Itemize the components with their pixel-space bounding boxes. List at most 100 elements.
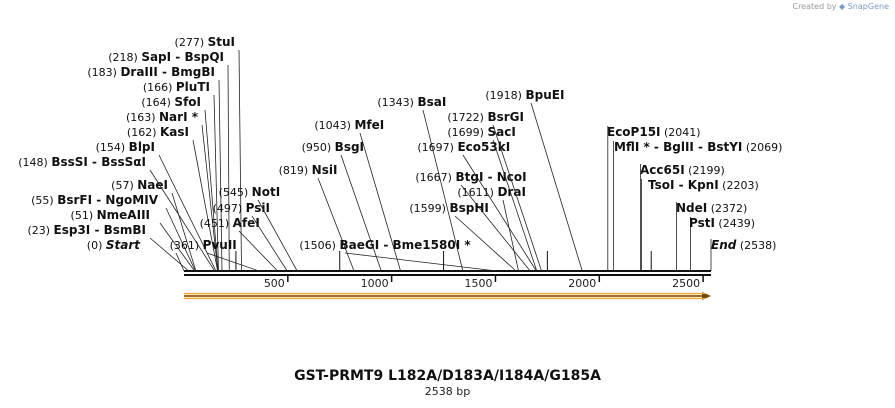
site-label-pvuii[interactable]: (361) PvuII [170,238,237,252]
site-label-psti[interactable]: PstI (2439) [689,216,755,230]
site-position: (2041) [661,126,701,139]
site-label-nsii[interactable]: (819) NsiI [279,163,338,177]
site-position: (1667) [415,171,455,184]
site-position: (2538) [736,239,776,252]
site-position: (162) [127,126,160,139]
site-position: (154) [96,141,129,154]
site-label-naei[interactable]: (57) NaeI [111,178,168,192]
site-label-sfoi[interactable]: (164) SfoI [141,95,201,109]
site-position: (1918) [485,89,525,102]
site-label-bsphi[interactable]: (1599) BspHI [409,201,488,215]
site-position: (451) [200,217,233,230]
site-label-end[interactable]: End (2538) [711,238,776,252]
site-position: (1343) [377,96,417,109]
site-position: (2439) [715,217,755,230]
site-leader-blpi [158,154,217,272]
site-label-blpi[interactable]: (154) BlpI [96,140,155,154]
site-position: (1599) [409,202,449,215]
credit-prefix: Created by [792,2,837,11]
site-label-start[interactable]: (0) Start [87,238,141,252]
site-label-bsrfi[interactable]: (55) BsrFI - NgoMIV [31,193,159,207]
site-enzyme-name: NmeAIII [97,208,150,222]
site-label-noti[interactable]: (545) NotI [219,185,281,199]
site-enzyme-name: PsiI [246,201,270,215]
site-enzyme-name: BtgI - NcoI [455,170,526,184]
site-label-drai[interactable]: (1611) DraI [457,185,526,199]
site-enzyme-name: PvuII [203,238,237,252]
site-position: (361) [170,239,203,252]
site-leader-sfoi [204,109,219,272]
site-position: (148) [18,156,51,169]
site-label-afei[interactable]: (451) AfeI [200,216,260,230]
ruler-label: 500 [264,277,285,290]
ruler-label: 1000 [361,277,389,290]
site-enzyme-name: AfeI [233,216,260,230]
site-enzyme-name: MfeI [354,118,384,132]
site-leader-psii [251,215,288,272]
site-label-mfli[interactable]: MflI * - BglII - BstYI (2069) [614,140,782,154]
site-leader-bsphi [454,215,517,272]
site-label-mfei[interactable]: (1043) MfeI [314,118,384,132]
site-enzyme-name: DraI [497,185,525,199]
site-leader-mfei [359,132,401,272]
site-label-nmeaiii[interactable]: (51) NmeAIII [71,208,150,222]
site-label-eco53ki[interactable]: (1697) Eco53kI [417,140,510,154]
site-position: (950) [302,141,335,154]
site-position: (497) [213,202,246,215]
site-enzyme-name: KasI [160,125,189,139]
site-position: (1697) [417,141,457,154]
site-leader-btgi [460,184,531,272]
site-leader-baegi [344,252,497,272]
site-leader-start [175,252,185,272]
site-leader-bsrgi [492,124,542,272]
site-enzyme-name: Start [106,238,141,252]
site-label-bpuei[interactable]: (1918) BpuEI [485,88,564,102]
site-leader-bpuei [530,102,583,272]
site-leader-afei [238,230,278,272]
site-label-kasi[interactable]: (162) KasI [127,125,189,139]
site-enzyme-name: BspHI [449,201,488,215]
site-enzyme-name: BpuEI [525,88,564,102]
site-leader-bsrfi [165,207,196,272]
site-label-baegi[interactable]: (1506) BaeGI - Bme1580I * [299,238,471,252]
site-label-draiii[interactable]: (183) DraIII - BmgBI [87,65,215,79]
site-label-acc65i[interactable]: Acc65I (2199) [640,163,725,177]
site-label-ndei[interactable]: NdeI (2372) [676,201,747,215]
site-leader-naei [171,192,197,272]
site-label-bsgi[interactable]: (950) BsgI [302,140,364,154]
site-enzyme-name: Esp3I - BsmBI [54,223,146,237]
site-enzyme-name: PluTI [176,80,210,94]
site-label-bsai[interactable]: (1343) BsaI [377,95,446,109]
site-label-stui[interactable]: (277) StuI [175,35,235,49]
site-label-nari[interactable]: (163) NarI * [126,110,199,124]
site-leader-noti [257,199,298,272]
site-position: (545) [219,186,252,199]
site-label-bsrgi[interactable]: (1722) BsrGI [447,110,524,124]
site-leader-sapi [227,64,230,272]
site-label-tsoi[interactable]: TsoI - KpnI (2203) [648,178,759,192]
site-label-ecop15i[interactable]: EcoP15I (2041) [607,125,701,139]
site-position: (1722) [447,111,487,124]
site-label-saci[interactable]: (1699) SacI [447,125,515,139]
site-label-psii[interactable]: (497) PsiI [213,201,270,215]
site-label-pluti[interactable]: (166) PluTI [143,80,210,94]
site-leader-stui [238,49,242,272]
site-label-esp3i[interactable]: (23) Esp3I - BsmBI [27,223,146,237]
site-enzyme-name: BsgI [335,140,364,154]
site-position: (819) [279,164,312,177]
site-label-bsssi[interactable]: (148) BssSI - BssSαI [18,155,146,169]
site-position: (57) [111,179,137,192]
site-enzyme-name: SacI [487,125,515,139]
site-enzyme-name: BsaI [417,95,446,109]
site-leader-bsai [422,109,464,272]
site-enzyme-name: BsrGI [487,110,524,124]
site-position: (2199) [685,164,725,177]
ruler-label: 1500 [464,277,492,290]
site-enzyme-name: End [711,238,737,252]
site-position: (51) [71,209,97,222]
site-enzyme-name: NsiI [312,163,338,177]
site-enzyme-name: SfoI [174,95,201,109]
site-leader-pvuii [206,252,260,272]
site-label-sapi[interactable]: (218) SapI - BspQI [108,50,224,64]
site-enzyme-name: MflI * - BglII - BstYI [614,140,742,154]
